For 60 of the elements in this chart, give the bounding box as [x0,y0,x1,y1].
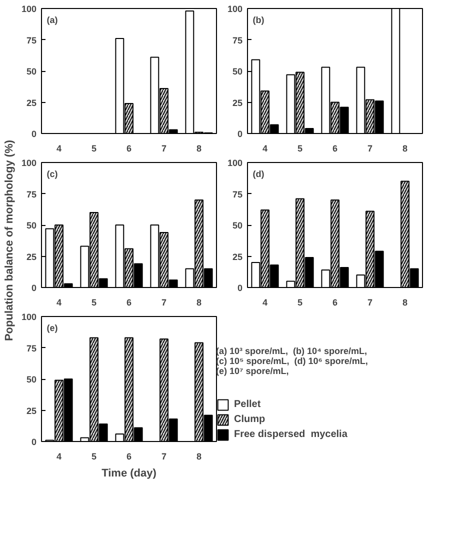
x-tick-label: 7 [161,452,167,462]
y-tick-label: 25 [26,98,37,108]
y-tick-label: 100 [21,312,37,322]
x-tick-label: 8 [196,144,202,154]
x-tick-label: 6 [126,298,132,308]
y-tick-label: 50 [26,374,37,384]
y-tick-label: 0 [31,129,37,139]
legend-label: Free dispersed mycelia [234,429,348,440]
x-tick-label: 4 [56,144,62,154]
y-tick-label: 75 [26,343,37,354]
x-tick-label: 7 [367,298,373,308]
y-tick-label: 75 [232,35,243,46]
x-tick-label: 4 [262,298,268,308]
annotation: (e) [46,322,58,333]
x-axis-title: Time (day) [102,468,157,480]
y-tick-label: 25 [26,252,37,262]
y-axis-title: Population balance of morphology (%) [4,140,16,342]
y-tick-label: 25 [26,406,37,416]
y-tick-label: 0 [237,283,243,293]
x-tick-label: 6 [332,298,338,308]
x-tick-label: 5 [91,452,97,462]
y-tick-label: 100 [227,158,243,168]
y-tick-label: 0 [31,437,37,447]
y-tick-label: 50 [26,66,37,76]
annotation: (b) [252,14,264,25]
x-tick-label: 4 [262,144,268,154]
x-tick-label: 8 [196,298,202,308]
y-tick-label: 25 [232,252,243,262]
y-tick-label: 75 [26,189,37,200]
y-tick-label: 50 [232,220,243,230]
annotation: (a) [46,14,58,25]
x-tick-label: 5 [91,144,97,154]
annotation: (d) [252,168,264,179]
y-tick-label: 25 [232,98,243,108]
x-tick-label: 6 [126,144,132,154]
x-tick-label: 5 [297,144,303,154]
y-tick-label: 50 [26,220,37,230]
y-tick-label: 100 [227,4,243,14]
annotation: (c) [46,168,58,179]
legend-label: Pellet [234,399,261,410]
x-tick-label: 4 [56,298,62,308]
x-tick-label: 8 [402,144,408,154]
y-tick-label: 100 [21,4,37,14]
y-tick-label: 75 [232,189,243,200]
x-tick-label: 8 [196,452,202,462]
x-tick-label: 5 [297,298,303,308]
legend-label: Clump [234,414,266,425]
y-tick-label: 100 [21,158,37,168]
x-tick-label: 6 [332,144,338,154]
y-tick-label: 0 [31,283,37,293]
y-tick-label: 0 [237,129,243,139]
x-tick-label: 8 [402,298,408,308]
y-tick-label: 75 [26,35,37,46]
x-tick-label: 7 [161,298,167,308]
x-tick-label: 7 [161,144,167,154]
y-tick-label: 50 [232,66,243,76]
x-tick-label: 6 [126,452,132,462]
x-tick-label: 7 [367,144,373,154]
x-tick-label: 4 [56,452,62,462]
x-tick-label: 5 [91,298,97,308]
